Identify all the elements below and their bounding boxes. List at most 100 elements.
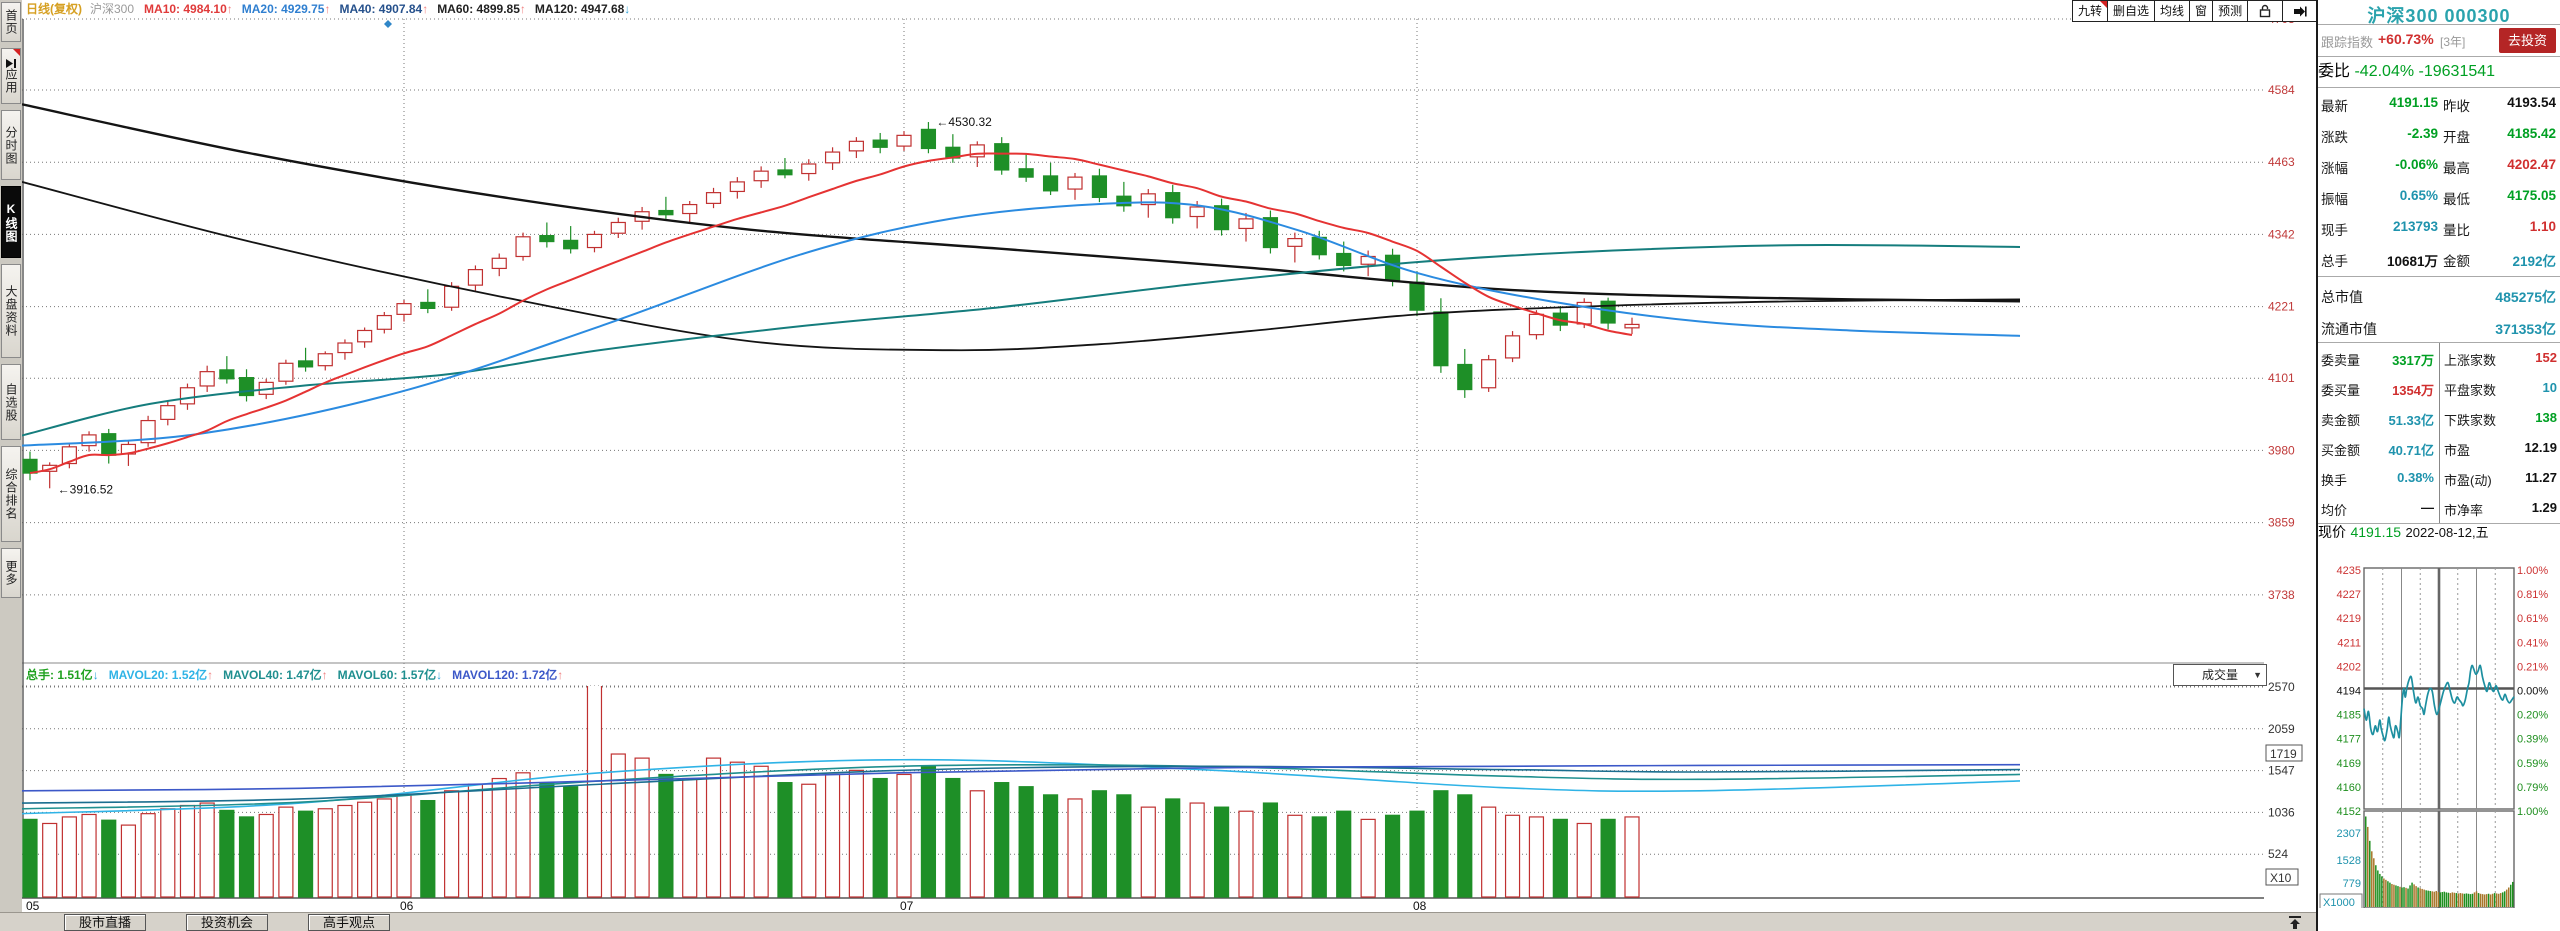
price-value: 4191.15 [2350, 524, 2402, 540]
price-axis-label: 4221 [2268, 300, 2295, 314]
quote-row: 最新 4191.15 昨收 4193.54 [2318, 88, 2560, 119]
field-value: 4175.05 [2507, 188, 2556, 203]
toolbar-button-窗[interactable]: 窗 [2190, 0, 2214, 22]
volume-legend-item: MAVOL60: 1.57亿↓ [337, 668, 443, 682]
quote-panel-title: 沪深300 000300 [2367, 6, 2511, 26]
trend-arrow-icon: ↑ [422, 2, 429, 16]
mini-percent-label: 1.00% [2517, 565, 2548, 577]
play-bar-icon [6, 58, 16, 68]
volume-axis-label: 1036 [2268, 805, 2295, 819]
field-value: 0.65% [2399, 188, 2438, 203]
lock-open-icon [2259, 4, 2271, 18]
date-value: 2022-08-12,五 [2405, 525, 2489, 540]
trend-arrow-icon: ↑ [226, 2, 233, 16]
bottom-tab-高手观点[interactable]: 高手观点 [308, 914, 391, 931]
weicha-value: -19631541 [2418, 63, 2496, 80]
quote-row: 涨跌 -2.39 开盘 4185.42 [2318, 119, 2560, 150]
mini-price-label: 4152 [2337, 806, 2361, 818]
weibi-row: 委比 -42.04% -19631541 [2318, 57, 2560, 88]
month-axis-label: 05 [26, 899, 40, 912]
sidebar-item-label: 更多 [4, 560, 18, 586]
month-axis-label: 08 [1413, 899, 1427, 912]
sidebar-item-K线图[interactable]: K线图 [1, 186, 21, 258]
mini-price-label: 4227 [2337, 589, 2361, 601]
field-label: 金额 [2443, 254, 2470, 269]
intraday-price-line [2363, 664, 2515, 742]
price-axis-label: 4342 [2268, 227, 2295, 241]
toolbar-button-九转[interactable]: 九转 [2072, 0, 2109, 22]
ma-legend-item: MA40: 4907.84↑ [339, 2, 428, 16]
sidebar-item-label: 应用 [4, 67, 18, 94]
trend-arrow-icon: ↑ [321, 668, 328, 682]
mini-volume-bars [2365, 816, 2514, 907]
mini-volume-label: 779 [2343, 878, 2361, 890]
toolbar-button-删自选[interactable]: 删自选 [2108, 0, 2156, 22]
ma-legend-item: MA10: 4984.10↑ [144, 2, 233, 16]
high-annotation: ←4530.32 [936, 115, 992, 129]
invest-button[interactable]: 去投资 [2498, 28, 2556, 53]
quote-row: 涨幅 -0.06% 最高 4202.47 [2318, 150, 2560, 181]
intraday-mini-chart[interactable]: 4235 4227 4219 4211 4202 4194 4185 4177 4169 4160… [2316, 556, 2560, 908]
field-value: 4191.15 [2389, 95, 2438, 110]
mini-price-label: 4235 [2337, 565, 2361, 577]
sidebar-item-应用[interactable]: 应用 [1, 48, 21, 104]
quote-row: 现手 213793 量比 1.10 [2318, 212, 2560, 243]
ma-label: MA60: 4899.85 [437, 2, 520, 16]
field-value: 10681万 [2386, 254, 2438, 269]
toolbar-button-预测[interactable]: 预测 [2213, 0, 2249, 22]
track-index-period: [3年] [2440, 35, 2466, 49]
ma-label: MA10: 4984.10 [144, 2, 227, 16]
candlestick-chart[interactable]: 4703 4584 4463 4342 4221 4101 3980 3859 3738 2570… [22, 18, 2316, 912]
field-label: 振幅 [2321, 192, 2348, 207]
sidebar-item-综合排名[interactable]: 综合排名 [1, 446, 21, 542]
field-label: 现手 [2321, 223, 2348, 238]
mini-percent-label: 0.21% [2517, 661, 2548, 673]
price-axis-label: 3859 [2268, 516, 2295, 530]
volume-axis-label: 2059 [2268, 722, 2295, 736]
lock-button[interactable] [2248, 0, 2284, 22]
volume-legend-item: MAVOL40: 1.47亿↑ [223, 668, 328, 682]
field-label: 最高 [2443, 161, 2470, 176]
sidebar-item-首页[interactable]: 首页 [1, 2, 21, 42]
mini-price-label: 4202 [2337, 661, 2361, 673]
red-corner-flag [2100, 1, 2108, 8]
price-axis-label: 4703 [2268, 18, 2295, 26]
symbol-label: 沪深300 [90, 2, 135, 16]
period-label: 日线(复权) [26, 2, 82, 16]
sidebar-item-label: 大盘资料 [4, 285, 18, 337]
quote-row: 总手 10681万 金额 2192亿 [2318, 243, 2560, 274]
sidebar-item-label: 首页 [4, 9, 18, 35]
indicator-dropdown[interactable]: 成交量 ▼ [2173, 664, 2267, 686]
volume-indicator-header: 总手: 1.51亿↓ MAVOL20: 1.52亿↑ MAVOL40: 1.47亿↑… [26, 665, 573, 685]
ma-line-ma40 [22, 181, 2021, 352]
sidebar-item-分时图[interactable]: 分时图 [1, 110, 21, 180]
event-diamond-icon[interactable] [384, 20, 392, 28]
mini-price-label: 4211 [2337, 637, 2361, 649]
sidebar-item-大盘资料[interactable]: 大盘资料 [1, 264, 21, 358]
trend-arrow-icon: ↑ [557, 668, 564, 682]
ma-legend-item: MA60: 4899.85↑ [437, 2, 526, 16]
mini-percent-label: 0.61% [2517, 613, 2548, 625]
volume-unit-box: X10 [2270, 871, 2292, 885]
field-value: 213793 [2392, 219, 2438, 234]
sidebar-item-自选股[interactable]: 自选股 [1, 364, 21, 440]
toolbar-button-均线[interactable]: 均线 [2155, 0, 2191, 22]
current-price-row: 现价 4191.15 2022-08-12,五 [2318, 522, 2560, 554]
mini-price-label: 4177 [2337, 734, 2361, 746]
mini-volume-label: 2307 [2337, 828, 2361, 840]
ma-legend-item: MA20: 4929.75↑ [242, 2, 331, 16]
scroll-top-icon[interactable] [2286, 915, 2304, 930]
sidebar-item-更多[interactable]: 更多 [1, 548, 21, 598]
mini-percent-label: 0.39% [2517, 734, 2548, 746]
mini-price-label: 4194 [2337, 686, 2361, 698]
track-index-return: +60.73% [2378, 31, 2434, 47]
bottom-tab-投资机会[interactable]: 投资机会 [186, 914, 269, 931]
collapse-panel-button[interactable] [2283, 0, 2319, 22]
volume-legend-item: MAVOL120: 1.72亿↑ [452, 668, 564, 682]
mini-price-label: 4169 [2337, 758, 2361, 770]
chart-toolbar: 九转 删自选 均线窗预测 [2072, 0, 2319, 22]
mini-percent-label: 0.20% [2517, 710, 2548, 722]
month-axis-label: 06 [400, 899, 414, 912]
field-label: 开盘 [2443, 130, 2470, 145]
bottom-tab-股市直播[interactable]: 股市直播 [64, 914, 147, 931]
